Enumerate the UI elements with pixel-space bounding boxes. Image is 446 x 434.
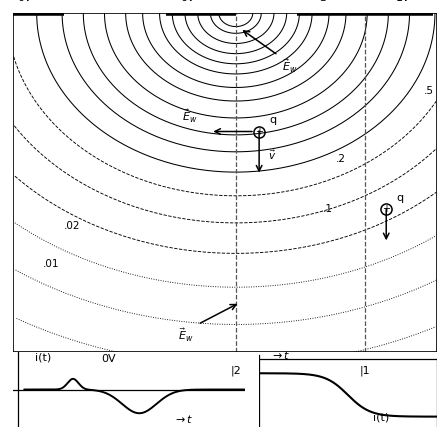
- Text: 0V: 0V: [101, 354, 116, 364]
- Text: .01: .01: [43, 259, 59, 269]
- Text: q: q: [270, 115, 277, 125]
- Text: i(t): i(t): [373, 412, 389, 422]
- Text: +: +: [382, 204, 390, 214]
- Text: S: S: [319, 0, 326, 3]
- Text: .02: .02: [64, 221, 81, 231]
- Text: $\rightarrow t$: $\rightarrow t$: [270, 349, 290, 361]
- Text: |2: |2: [231, 365, 241, 375]
- Text: +: +: [255, 126, 263, 137]
- Text: $\vec{E}_w$: $\vec{E}_w$: [178, 326, 194, 344]
- Text: 0V: 0V: [180, 0, 194, 3]
- Text: .5: .5: [424, 86, 434, 96]
- Text: |1: |1: [360, 365, 370, 375]
- Text: i(t): i(t): [36, 352, 52, 362]
- Text: 1V: 1V: [396, 0, 410, 3]
- Text: .2: .2: [335, 154, 345, 164]
- Text: $\rightarrow t$: $\rightarrow t$: [173, 413, 194, 425]
- Text: $\vec{E}_w$: $\vec{E}_w$: [282, 57, 298, 75]
- Text: q: q: [397, 193, 404, 203]
- Text: 0V: 0V: [17, 0, 32, 3]
- Text: .1: .1: [322, 204, 333, 214]
- Text: $\vec{v}$: $\vec{v}$: [268, 148, 276, 162]
- Text: $\vec{E}_w$: $\vec{E}_w$: [182, 107, 198, 125]
